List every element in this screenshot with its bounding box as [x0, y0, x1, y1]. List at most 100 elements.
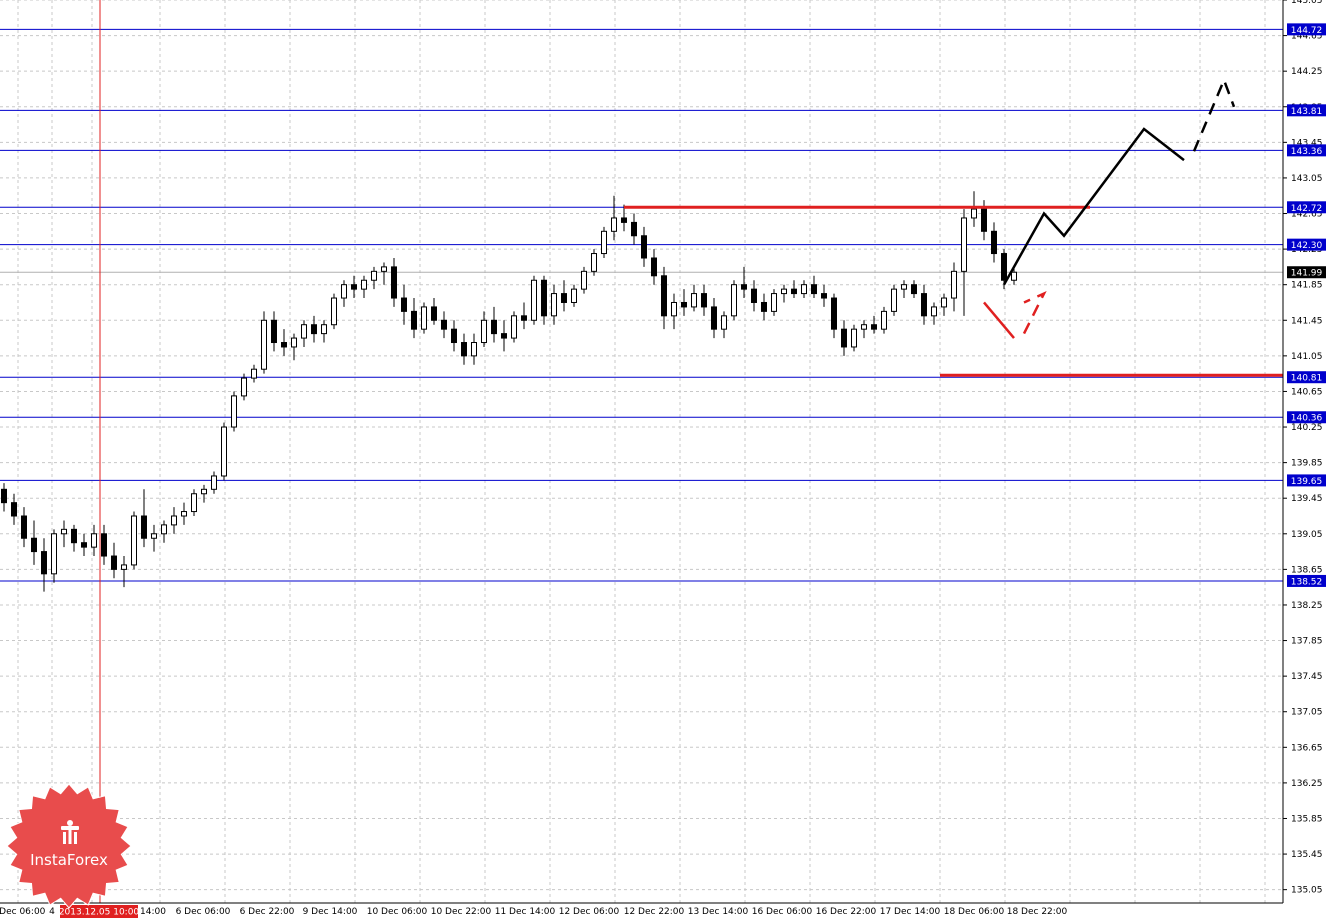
level-label: 140.36 [1291, 414, 1323, 424]
price-tick-label: 142.65 [1291, 210, 1323, 220]
candle [661, 266, 667, 330]
candle [681, 289, 687, 316]
candle-body-down [431, 306, 437, 321]
candle-body-up [671, 301, 677, 317]
price-tick-label: 137.85 [1291, 637, 1323, 647]
price-tick-label: 138.25 [1291, 601, 1323, 611]
candle-body-down [711, 306, 717, 330]
candle-body-down [501, 333, 507, 339]
candle [611, 195, 617, 241]
candle-body-up [371, 270, 377, 281]
price-tick-label: 136.65 [1291, 743, 1323, 753]
candle [131, 511, 137, 570]
candle [11, 493, 17, 525]
candle-body-up [601, 230, 607, 255]
candle [141, 489, 147, 548]
candle [21, 507, 27, 548]
price-axis: 135.05 135.45 135.85 136.25 136.65 137.05 137.… [0, 0, 1326, 904]
candle-body-down [761, 301, 767, 312]
price-tick-label: 136.25 [1291, 779, 1323, 789]
candle [531, 275, 537, 325]
candle-body-up [381, 266, 387, 272]
candle [281, 329, 287, 356]
candle [761, 293, 767, 321]
price-tick-label: 139.85 [1291, 459, 1323, 469]
candle-body-up [251, 368, 257, 379]
candle-body-down [311, 324, 317, 335]
candle-body-down [41, 551, 47, 575]
candle [1, 483, 7, 512]
level-label: 142.72 [1291, 204, 1323, 214]
forecast-path [983, 301, 1015, 339]
time-tick-label: 6 Dec 06:00 [176, 907, 231, 917]
candle-body-down [701, 293, 707, 308]
candle [411, 298, 417, 339]
price-tick-label: 140.65 [1291, 387, 1323, 397]
candle-body-up [151, 533, 157, 539]
candle-body-down [11, 502, 17, 517]
candle-body-down [621, 217, 627, 223]
candle-body-up [241, 377, 247, 397]
price-tick-label: 137.45 [1291, 672, 1323, 682]
candles [1, 191, 1017, 592]
forecast-path [1002, 127, 1185, 286]
horizontal-levels [0, 0, 1283, 903]
price-tick-label: 144.25 [1291, 67, 1323, 77]
current-price-label-bg [1287, 266, 1326, 279]
level-label: 140.81 [1291, 374, 1323, 384]
candle-body-down [841, 328, 847, 348]
candle [321, 320, 327, 343]
level-label-bg [1287, 201, 1326, 214]
candle-body-down [1, 488, 7, 504]
price-tick-label: 138.65 [1291, 565, 1323, 575]
candle-body-up [161, 524, 167, 535]
candle-body-down [541, 279, 547, 317]
candle [521, 302, 527, 330]
candle-body-down [921, 293, 927, 317]
price-tick-label: 135.85 [1291, 814, 1323, 824]
level-label-bg [1287, 474, 1326, 487]
logo-emblem-icon [61, 820, 79, 844]
level-label: 143.81 [1291, 107, 1323, 117]
time-tick-label: 6 Dec 22:00 [240, 907, 295, 917]
candle [651, 249, 657, 285]
candle-body-up [261, 319, 267, 370]
price-tick-label: 144.65 [1291, 32, 1323, 42]
candle-body-up [201, 488, 207, 495]
candle [451, 320, 457, 352]
candle-body-up [731, 284, 737, 317]
candle [811, 275, 817, 299]
candle-body-down [751, 288, 757, 303]
time-tick-label: 4 Dec 06:00 [0, 907, 46, 917]
level-label: 143.36 [1291, 147, 1323, 157]
candle-body-up [301, 324, 307, 339]
candle [441, 311, 447, 339]
time-tick-label: 10 Dec 06:00 [367, 907, 428, 917]
level-label-bg [1287, 144, 1326, 157]
level-label-bg [1287, 23, 1326, 36]
candle [391, 258, 397, 307]
candle-body-down [981, 208, 987, 232]
price-tick-label: 137.05 [1291, 708, 1323, 718]
time-tick-label: 4 [49, 907, 55, 917]
logo-badge-shape [6, 783, 132, 909]
candle [781, 284, 787, 303]
candle-body-up [361, 279, 367, 290]
price-tick-label: 135.45 [1291, 850, 1323, 860]
candle-body-down [631, 221, 637, 237]
candle [151, 524, 157, 552]
candle [311, 315, 317, 343]
candle-body-down [641, 235, 647, 259]
time-tick-label: 10 Dec 22:00 [431, 907, 492, 917]
candle [751, 280, 757, 312]
candle [181, 502, 187, 525]
candle-body-down [351, 284, 357, 290]
time-tick-label: 16 Dec 22:00 [816, 907, 877, 917]
candle [81, 533, 87, 557]
candle [581, 266, 587, 294]
price-tick-label: 145.05 [1291, 0, 1323, 6]
candle [91, 524, 97, 557]
price-tick-label: 141.85 [1291, 281, 1323, 291]
time-tick-label: 14:00 [140, 907, 166, 917]
candle [931, 302, 937, 325]
